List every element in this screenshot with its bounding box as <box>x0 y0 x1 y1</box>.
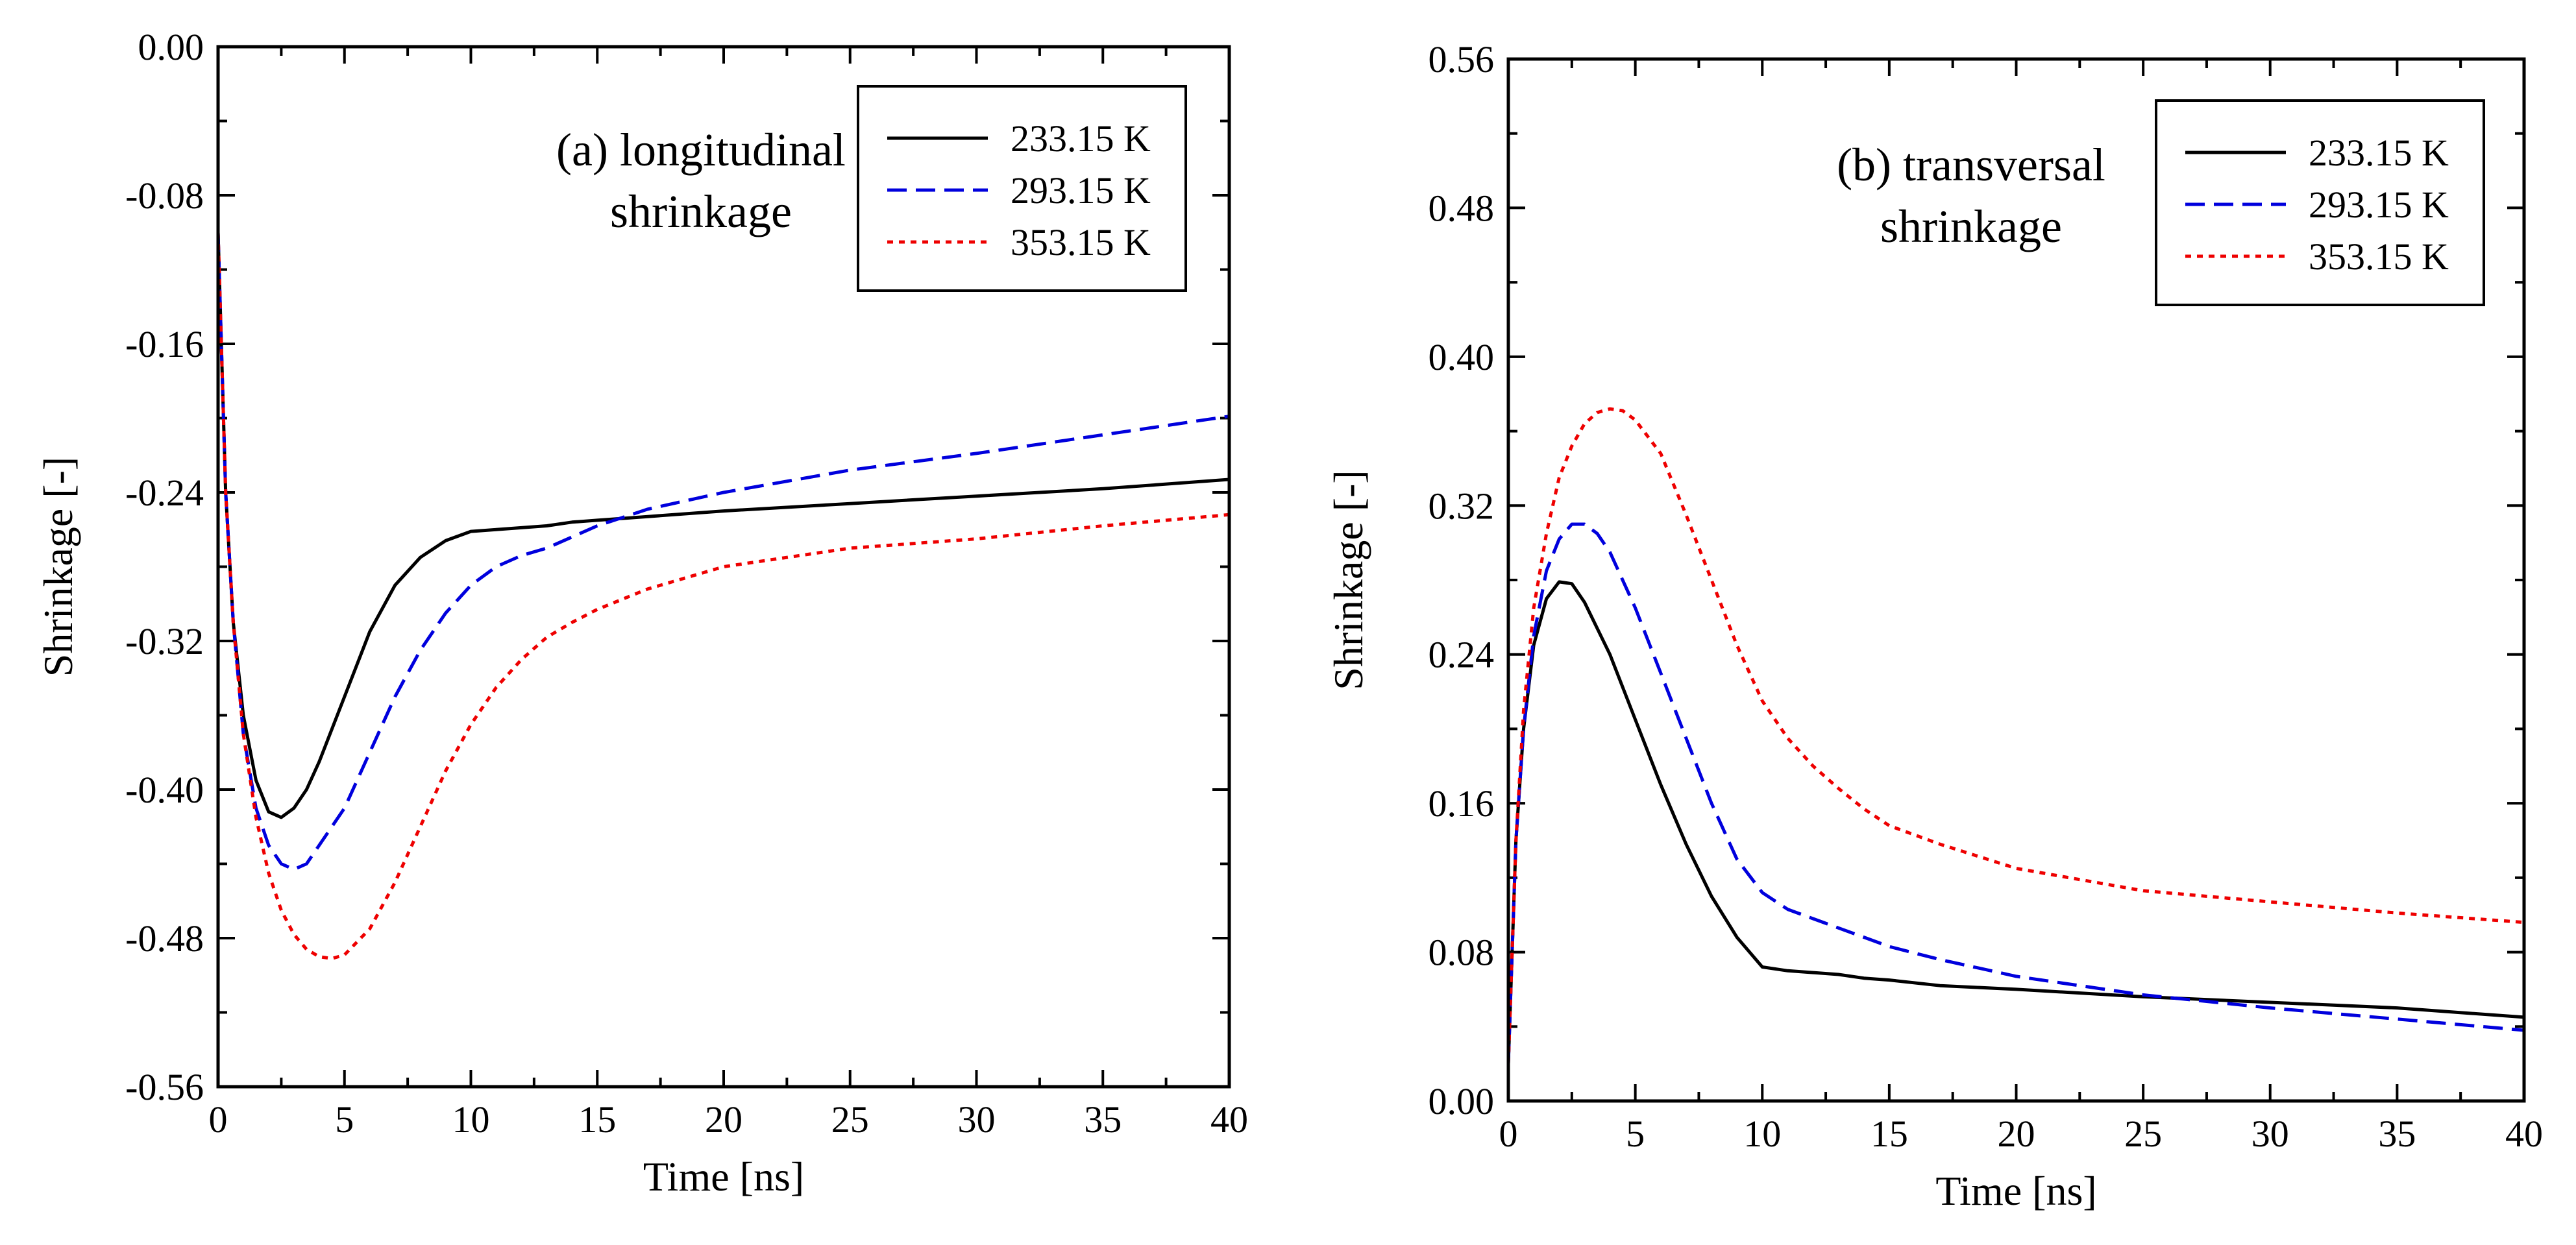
x-axis-title: Time [ns] <box>1935 1168 2096 1214</box>
legend-label: 293.15 K <box>2309 184 2449 226</box>
x-tick-label: 5 <box>335 1098 354 1141</box>
y-tick-label: 0.48 <box>1429 187 1495 229</box>
x-tick-label: 40 <box>1210 1098 1248 1141</box>
y-tick-label: 0.56 <box>1429 38 1495 80</box>
y-tick-label: 0.24 <box>1429 634 1495 676</box>
legend: 233.15 K 293.15 K 353.15 K <box>857 85 1187 292</box>
y-axis-title: Shrinkage [-] <box>35 457 81 677</box>
legend-label: 293.15 K <box>1011 169 1151 212</box>
y-tick-label: 0.08 <box>1429 932 1495 974</box>
x-tick-label: 15 <box>578 1098 616 1141</box>
panel-title-line1: (b) transversal <box>1837 139 2105 191</box>
legend-label: 233.15 K <box>2309 132 2449 174</box>
panel-title-line2: shrinkage <box>1880 200 2062 252</box>
y-tick-label: -0.56 <box>125 1066 204 1108</box>
x-tick-label: 15 <box>1871 1113 1908 1155</box>
y-tick-label: 0.32 <box>1429 485 1495 527</box>
y-tick-label: 0.00 <box>1429 1080 1495 1122</box>
x-tick-label: 0 <box>1499 1113 1518 1155</box>
y-tick-label: 0.16 <box>1429 782 1495 825</box>
x-axis-title: Time [ns] <box>643 1154 804 1200</box>
panel-title-line2: shrinkage <box>610 186 792 237</box>
x-tick-label: 30 <box>958 1098 996 1141</box>
series-line-23315k <box>1508 580 2524 1064</box>
legend-box <box>2155 99 2485 306</box>
y-tick-label: -0.48 <box>125 917 204 960</box>
series-line-35315k <box>218 232 1229 960</box>
x-tick-label: 25 <box>2124 1113 2162 1155</box>
x-tick-label: 10 <box>1743 1113 1781 1155</box>
x-tick-label: 0 <box>209 1098 228 1141</box>
y-tick-label: -0.24 <box>125 472 204 514</box>
series-line-29315k <box>1508 522 2524 1064</box>
x-tick-label: 10 <box>452 1098 490 1141</box>
y-tick-label: -0.40 <box>125 769 204 811</box>
x-tick-label: 20 <box>705 1098 742 1141</box>
x-tick-label: 5 <box>1626 1113 1645 1155</box>
x-tick-label: 30 <box>2251 1113 2289 1155</box>
y-tick-label: -0.32 <box>125 620 204 662</box>
x-tick-label: 40 <box>2505 1113 2543 1155</box>
y-tick-label: 0.00 <box>138 26 204 68</box>
y-tick-label: 0.40 <box>1429 336 1495 378</box>
series-line-29315k <box>218 232 1229 871</box>
y-tick-label: -0.16 <box>125 323 204 365</box>
y-axis-title: Shrinkage [-] <box>1325 470 1371 690</box>
x-tick-label: 25 <box>831 1098 869 1141</box>
series-line-35315k <box>1508 407 2524 1064</box>
chart-panel-a: 0 5 10 15 20 25 30 35 40 0.00 -0.08 -0.16 -0.24 -0.32… <box>35 26 1248 1200</box>
y-tick-label: -0.08 <box>125 175 204 217</box>
panel-title-line1: (a) longitudinal <box>556 124 846 176</box>
x-tick-label: 20 <box>1998 1113 2035 1155</box>
x-tick-label: 35 <box>1084 1098 1122 1141</box>
chart-panel-b: 0 5 10 15 20 25 30 35 40 0.00 0.08 0.16 0.24 0.32 0.40… <box>1325 38 2543 1214</box>
legend-box <box>857 85 1187 292</box>
legend-label: 233.15 K <box>1011 117 1151 160</box>
plot-frame <box>216 45 1231 1089</box>
x-tick-label: 35 <box>2378 1113 2416 1155</box>
series-line-23315k <box>218 232 1229 819</box>
legend-label: 353.15 K <box>2309 236 2449 278</box>
legend-label: 353.15 K <box>1011 221 1151 263</box>
legend: 233.15 K 293.15 K 353.15 K <box>2155 99 2485 306</box>
plot-frame <box>1506 57 2526 1103</box>
